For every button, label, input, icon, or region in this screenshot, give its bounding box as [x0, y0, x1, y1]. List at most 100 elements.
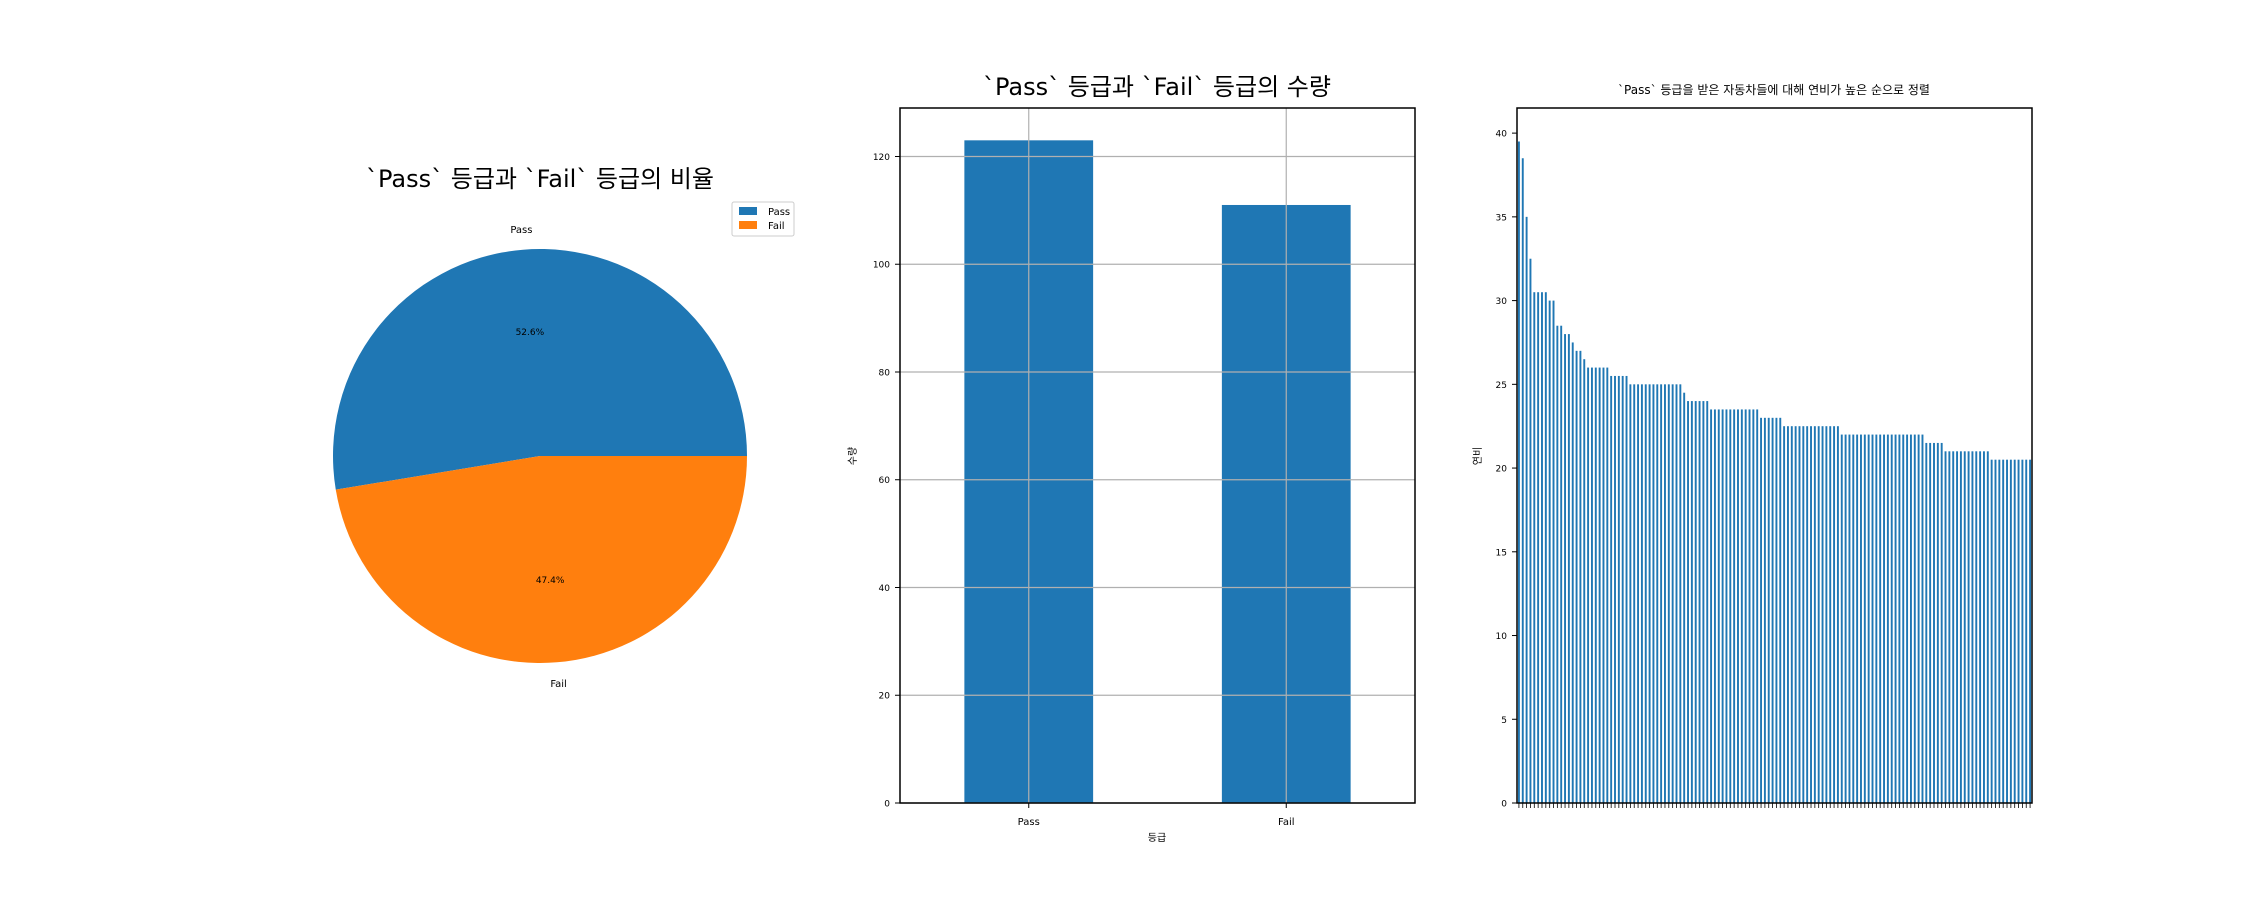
mileage-bar — [1791, 426, 1793, 803]
mileage-bar — [1679, 384, 1681, 803]
mileage-chart-y-label: 연비 — [1472, 447, 1484, 465]
mileage-bar — [1722, 409, 1724, 803]
mileage-bar — [1695, 401, 1697, 803]
mileage-bar — [1687, 401, 1689, 803]
mileage-bar — [1814, 426, 1816, 803]
legend-swatch-pass — [739, 207, 757, 215]
mileage-bar — [1833, 426, 1835, 803]
count-y-tick-label: 120 — [873, 153, 890, 163]
mileage-bar — [1998, 460, 2000, 803]
mileage-y-tick-label: 0 — [1501, 800, 1507, 810]
mileage-bar — [1941, 443, 1943, 803]
mileage-bar — [1629, 384, 1631, 803]
count-y-tick-label: 100 — [873, 261, 890, 271]
mileage-bar — [1987, 451, 1989, 803]
mileage-bar — [1672, 384, 1674, 803]
legend-label-pass: Pass — [768, 207, 790, 218]
mileage-bar — [1576, 351, 1578, 803]
mileage-bar — [1649, 384, 1651, 803]
mileage-bar — [1587, 368, 1589, 803]
mileage-bar — [1556, 326, 1558, 803]
mileage-bar — [1802, 426, 1804, 803]
mileage-bar — [1564, 334, 1566, 803]
mileage-bar — [1591, 368, 1593, 803]
mileage-bar — [1664, 384, 1666, 803]
count-chart-x-label: 등급 — [1148, 832, 1166, 844]
mileage-bar — [1606, 368, 1608, 803]
mileage-bar — [1626, 376, 1628, 803]
mileage-bar — [1775, 418, 1777, 803]
legend-label-fail: Fail — [768, 221, 785, 232]
mileage-bar — [1818, 426, 1820, 803]
mileage-bar — [1806, 426, 1808, 803]
mileage-bar — [1925, 443, 1927, 803]
mileage-bar — [1756, 409, 1758, 803]
pie-label-fail: Fail — [550, 679, 567, 690]
mileage-bar — [1595, 368, 1597, 803]
count-y-tick-label: 40 — [879, 584, 891, 594]
mileage-bar — [1560, 326, 1562, 803]
mileage-bar — [1772, 418, 1774, 803]
mileage-bar — [1714, 409, 1716, 803]
count-x-tick-label: Fail — [1278, 817, 1295, 828]
mileage-bar — [1995, 460, 1997, 803]
mileage-bar — [1553, 301, 1555, 803]
count-chart-y-label: 수량 — [847, 447, 859, 465]
count-x-tick-label: Pass — [1018, 817, 1040, 828]
mileage-bar — [1652, 384, 1654, 803]
mileage-bar — [1883, 435, 1885, 803]
mileage-bar — [1637, 384, 1639, 803]
mileage-bar — [1518, 141, 1520, 803]
mileage-bar — [1799, 426, 1801, 803]
mileage-bar — [1937, 443, 1939, 803]
mileage-bar — [1603, 368, 1605, 803]
mileage-bar — [1579, 351, 1581, 803]
mileage-bar — [1929, 443, 1931, 803]
count-chart-title: `Pass` 등급과 `Fail` 등급의 수량 — [983, 73, 1331, 101]
mileage-bar — [1891, 435, 1893, 803]
mileage-bar — [1964, 451, 1966, 803]
mileage-bar — [1879, 435, 1881, 803]
mileage-bar — [1829, 426, 1831, 803]
mileage-bar — [1699, 401, 1701, 803]
pie-percent-pass: 52.6% — [516, 328, 545, 338]
mileage-y-tick-label: 40 — [1496, 130, 1508, 140]
mileage-bar — [1549, 301, 1551, 803]
mileage-bar — [1752, 409, 1754, 803]
count-y-tick-label: 20 — [879, 692, 891, 702]
mileage-bar — [1795, 426, 1797, 803]
mileage-bar — [1860, 435, 1862, 803]
mileage-bar — [1614, 376, 1616, 803]
mileage-bar — [1529, 259, 1531, 803]
mileage-bar — [1718, 409, 1720, 803]
mileage-bar — [1633, 384, 1635, 803]
mileage-bar — [1729, 409, 1731, 803]
mileage-bar — [1741, 409, 1743, 803]
mileage-bar — [1910, 435, 1912, 803]
mileage-bar — [1737, 409, 1739, 803]
mileage-bar — [1898, 435, 1900, 803]
mileage-bar — [1895, 435, 1897, 803]
mileage-bar — [1902, 435, 1904, 803]
mileage-bar — [1887, 435, 1889, 803]
mileage-bar — [2021, 460, 2023, 803]
mileage-bar — [1956, 451, 1958, 803]
mileage-bar — [1572, 342, 1574, 803]
mileage-bar — [1914, 435, 1916, 803]
mileage-y-tick-label: 30 — [1496, 297, 1508, 307]
pie-label-pass: Pass — [510, 225, 532, 236]
mileage-bar — [1971, 451, 1973, 803]
mileage-bar — [1864, 435, 1866, 803]
mileage-bar — [1825, 426, 1827, 803]
mileage-y-tick-label: 20 — [1496, 465, 1508, 475]
mileage-bar — [1537, 292, 1539, 803]
mileage-bar — [1845, 435, 1847, 803]
mileage-bar — [1691, 401, 1693, 803]
mileage-bar — [1906, 435, 1908, 803]
pie-percent-fail: 47.4% — [536, 576, 565, 586]
mileage-bar — [2018, 460, 2020, 803]
mileage-bar — [1768, 418, 1770, 803]
mileage-bar — [1541, 292, 1543, 803]
legend-swatch-fail — [739, 221, 757, 229]
mileage-bar — [1676, 384, 1678, 803]
